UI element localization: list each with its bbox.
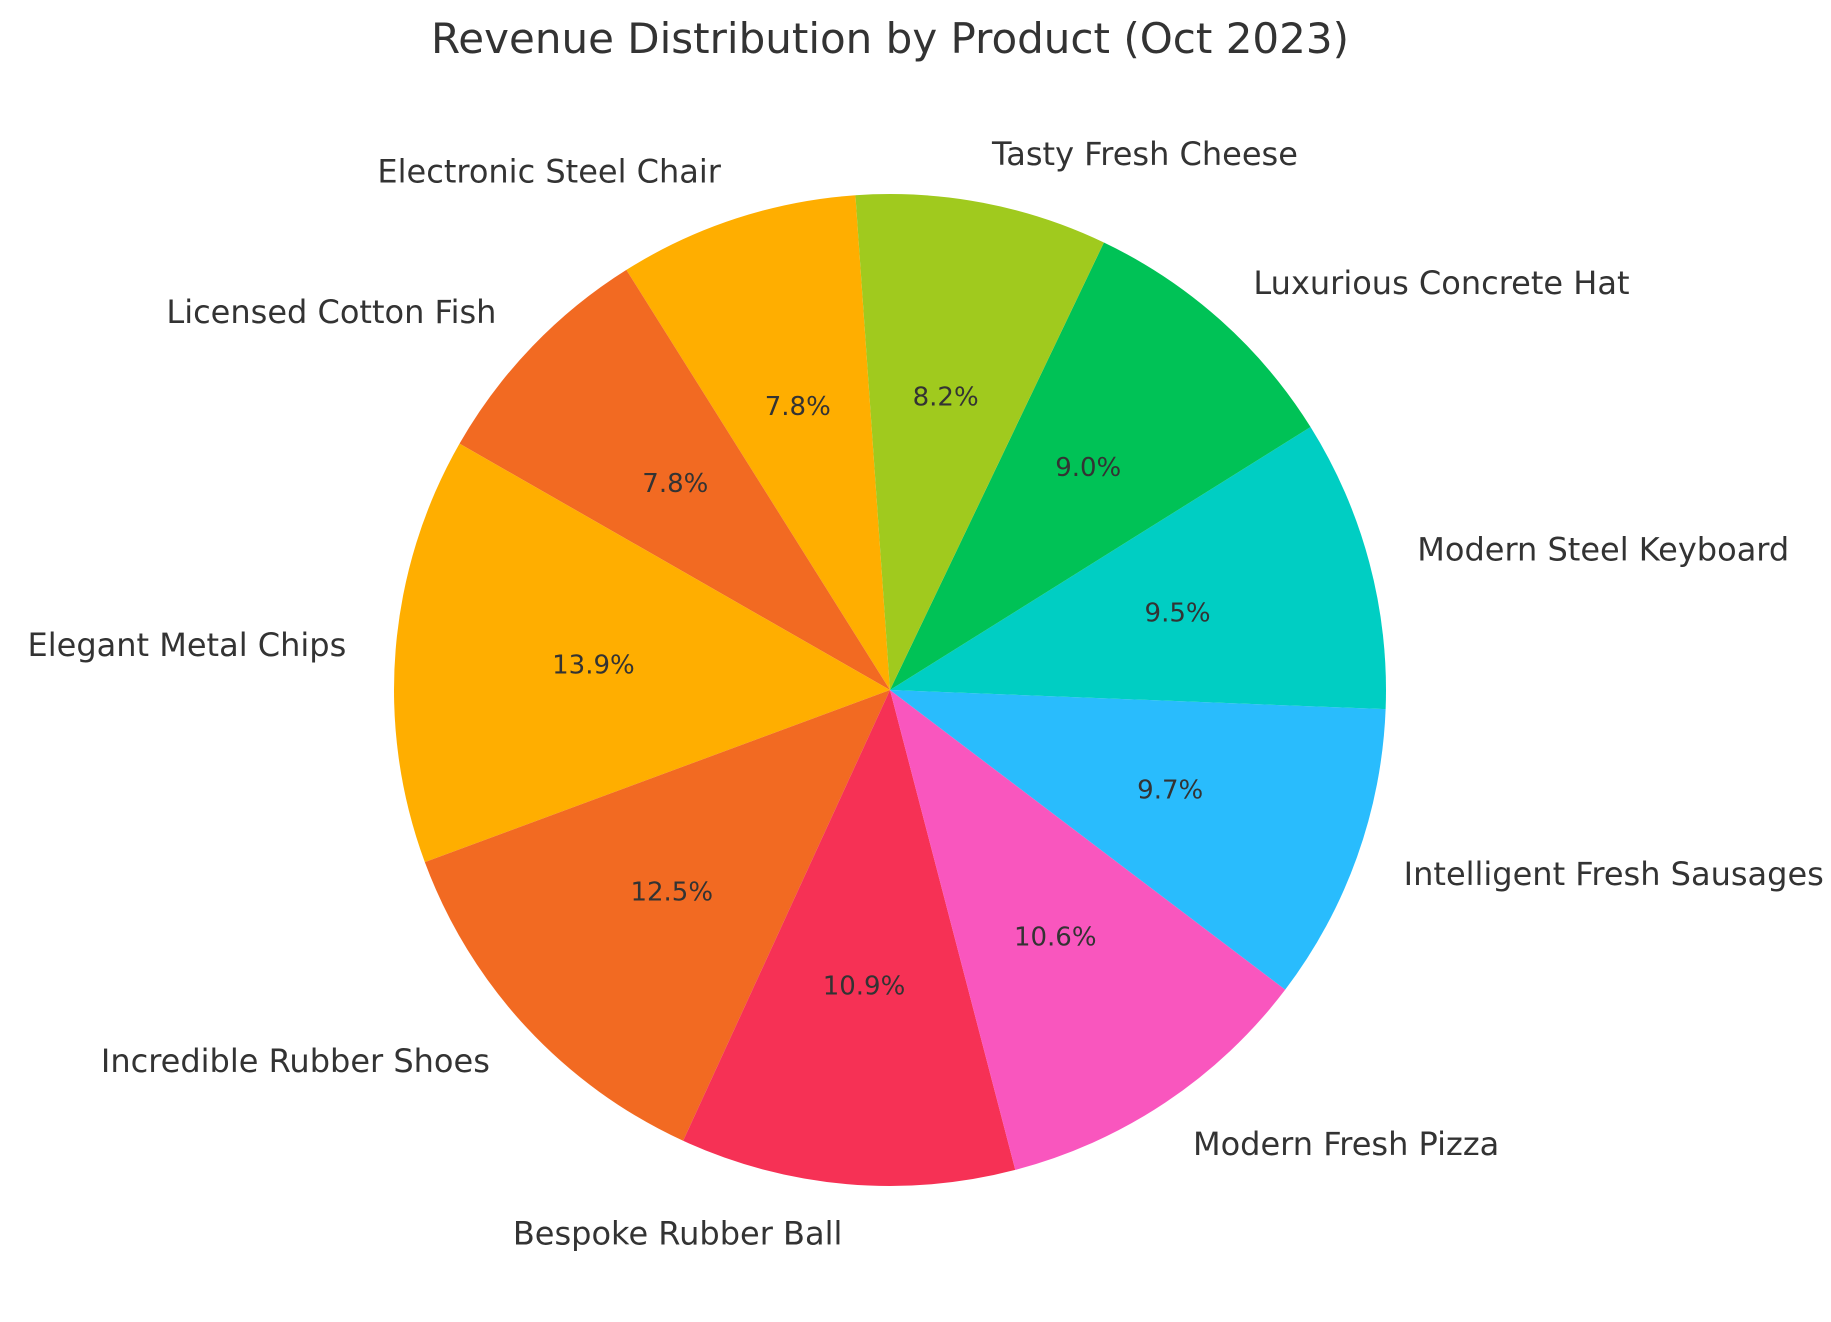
pct-label-elegant-metal-chips: 13.9%	[552, 650, 635, 680]
category-label-luxurious-concrete-hat: Luxurious Concrete Hat	[1253, 264, 1629, 302]
category-labels: Electronic Steel Chair Licensed Cotton Fi…	[28, 135, 1824, 1252]
pie-slice-elegant-metal-chips	[393, 443, 890, 863]
pie-slice-tasty-fresh-cheese	[855, 194, 1104, 690]
pie-slice-modern-steel-keyboard	[890, 427, 1386, 710]
pie-slices	[393, 194, 1386, 1186]
pct-label-modern-fresh-pizza: 10.6%	[1014, 923, 1097, 953]
percentage-labels: 7.8% 7.8% 13.9% 12.5% 10.9% 10.6% 9.7% 9.5% 9.0%…	[552, 383, 1211, 1002]
pct-label-electronic-steel-chair: 7.8%	[765, 392, 831, 422]
category-label-electronic-steel-chair: Electronic Steel Chair	[377, 152, 721, 190]
chart-title: Revenue Distribution by Product (Oct 202…	[431, 14, 1349, 63]
pie-slice-electronic-steel-chair	[626, 195, 890, 690]
pie-slice-bespoke-rubber-ball	[683, 690, 1016, 1186]
category-label-modern-steel-keyboard: Modern Steel Keyboard	[1417, 531, 1789, 569]
pct-label-licensed-cotton-fish: 7.8%	[642, 469, 708, 499]
category-label-bespoke-rubber-ball: Bespoke Rubber Ball	[513, 1215, 843, 1253]
category-label-modern-fresh-pizza: Modern Fresh Pizza	[1193, 1125, 1499, 1163]
pie-slice-intelligent-fresh-sausages	[890, 690, 1386, 990]
pct-label-modern-steel-keyboard: 9.5%	[1145, 598, 1211, 628]
pct-label-intelligent-fresh-sausages: 9.7%	[1137, 775, 1203, 805]
pct-label-incredible-rubber-shoes: 12.5%	[630, 877, 713, 907]
category-label-licensed-cotton-fish: Licensed Cotton Fish	[166, 293, 496, 331]
pie-slice-incredible-rubber-shoes	[424, 690, 890, 1141]
category-label-intelligent-fresh-sausages: Intelligent Fresh Sausages	[1404, 855, 1824, 893]
pct-label-luxurious-concrete-hat: 9.0%	[1055, 453, 1121, 483]
pie-slice-luxurious-concrete-hat	[890, 242, 1311, 690]
pie-slice-licensed-cotton-fish	[459, 269, 890, 690]
category-label-tasty-fresh-cheese: Tasty Fresh Cheese	[991, 135, 1298, 173]
category-label-incredible-rubber-shoes: Incredible Rubber Shoes	[101, 1042, 490, 1080]
pie-slice-modern-fresh-pizza	[890, 690, 1286, 1170]
pct-label-tasty-fresh-cheese: 8.2%	[913, 383, 979, 413]
pct-label-bespoke-rubber-ball: 10.9%	[823, 971, 906, 1001]
category-label-elegant-metal-chips: Elegant Metal Chips	[28, 626, 347, 664]
